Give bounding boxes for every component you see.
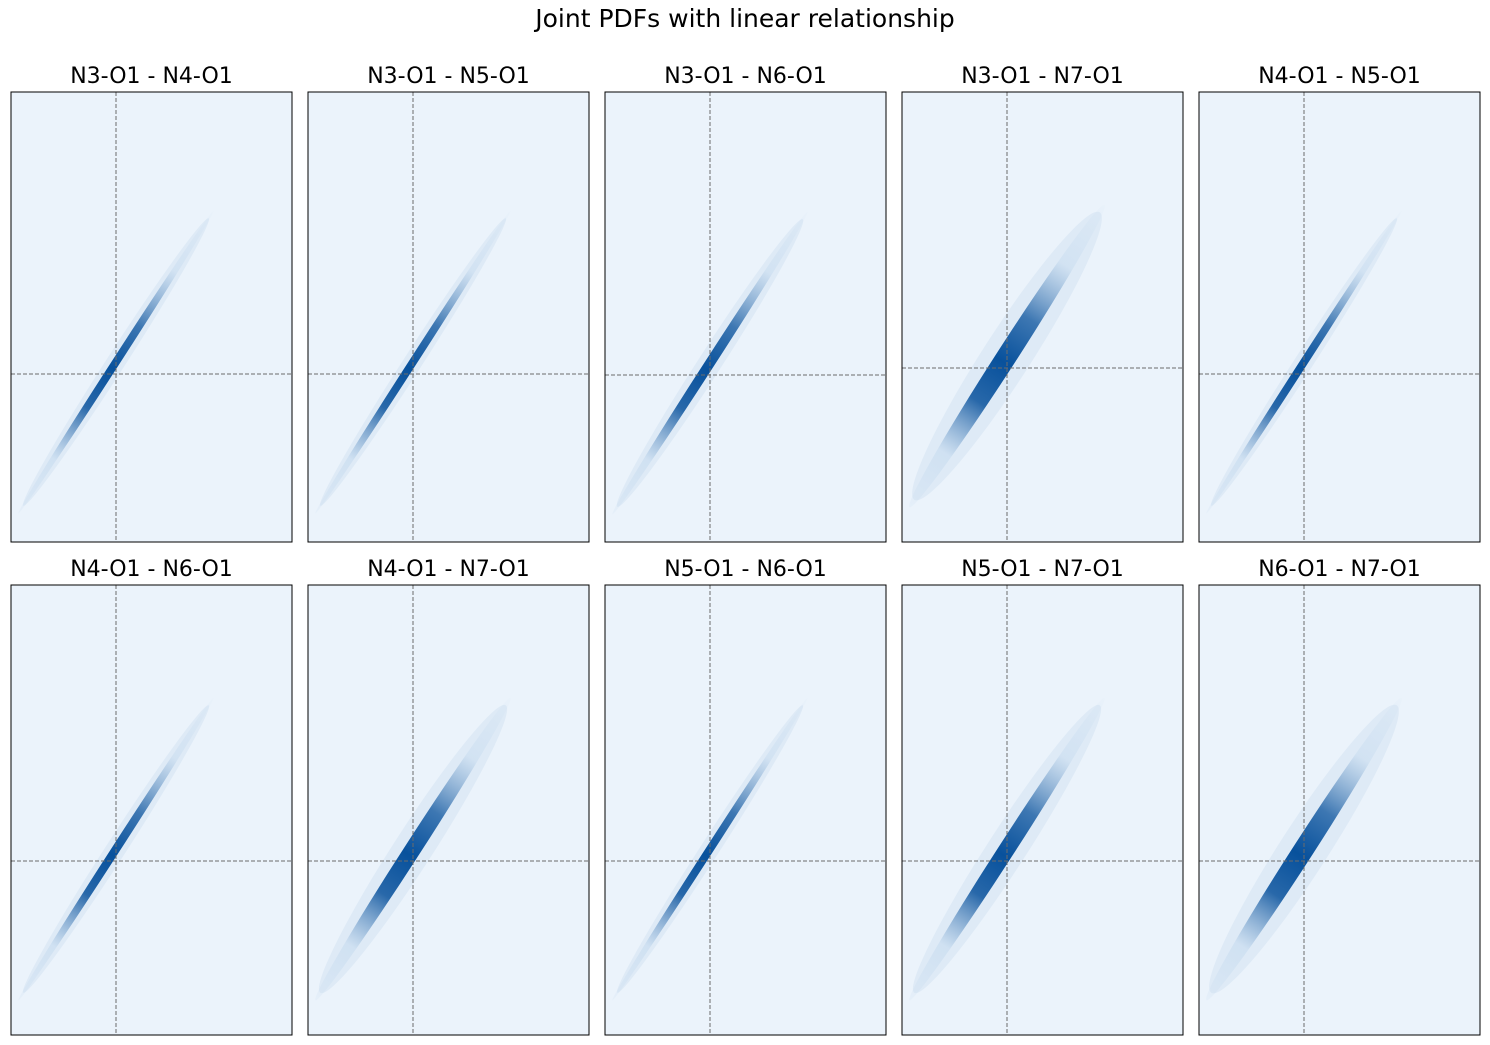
figure-title: Joint PDFs with linear relationship xyxy=(535,4,955,33)
plot-background xyxy=(11,585,292,1035)
panel-title: N4-O1 - N7-O1 xyxy=(367,557,530,582)
plot-frame xyxy=(604,91,887,543)
plot-frame xyxy=(307,91,590,543)
panel-8: N5-O1 - N6-O1 xyxy=(604,557,887,1036)
panel-title: N5-O1 - N6-O1 xyxy=(664,557,827,582)
panel-title: N3-O1 - N5-O1 xyxy=(367,64,530,89)
panel-7: N4-O1 - N7-O1 xyxy=(307,557,590,1036)
panel-title: N3-O1 - N6-O1 xyxy=(664,64,827,89)
panel-title: N6-O1 - N7-O1 xyxy=(1258,557,1421,582)
plot-background xyxy=(11,92,292,542)
plot-frame xyxy=(901,91,1184,543)
plot-background xyxy=(308,92,589,542)
panel-title: N3-O1 - N4-O1 xyxy=(70,64,233,89)
plot-frame xyxy=(1198,584,1481,1036)
panel-2: N3-O1 - N5-O1 xyxy=(307,64,590,543)
panel-9: N5-O1 - N7-O1 xyxy=(901,557,1184,1036)
panel-6: N4-O1 - N6-O1 xyxy=(10,557,293,1036)
panel-5: N4-O1 - N5-O1 xyxy=(1198,64,1481,543)
panel-title: N4-O1 - N5-O1 xyxy=(1258,64,1421,89)
plot-background xyxy=(605,585,886,1035)
plot-background xyxy=(308,585,589,1035)
panel-4: N3-O1 - N7-O1 xyxy=(901,64,1184,543)
plot-background xyxy=(605,92,886,542)
panel-10: N6-O1 - N7-O1 xyxy=(1198,557,1481,1036)
panel-title: N5-O1 - N7-O1 xyxy=(961,557,1124,582)
panel-1: N3-O1 - N4-O1 xyxy=(10,64,293,543)
panel-title: N3-O1 - N7-O1 xyxy=(961,64,1124,89)
plot-background xyxy=(902,585,1183,1035)
panel-title: N4-O1 - N6-O1 xyxy=(70,557,233,582)
plot-frame xyxy=(307,584,590,1036)
plot-frame xyxy=(604,584,887,1036)
plot-frame xyxy=(10,584,293,1036)
plot-frame xyxy=(10,91,293,543)
plot-frame xyxy=(1198,91,1481,543)
panel-3: N3-O1 - N6-O1 xyxy=(604,64,887,543)
plot-background xyxy=(1199,92,1480,542)
plot-frame xyxy=(901,584,1184,1036)
